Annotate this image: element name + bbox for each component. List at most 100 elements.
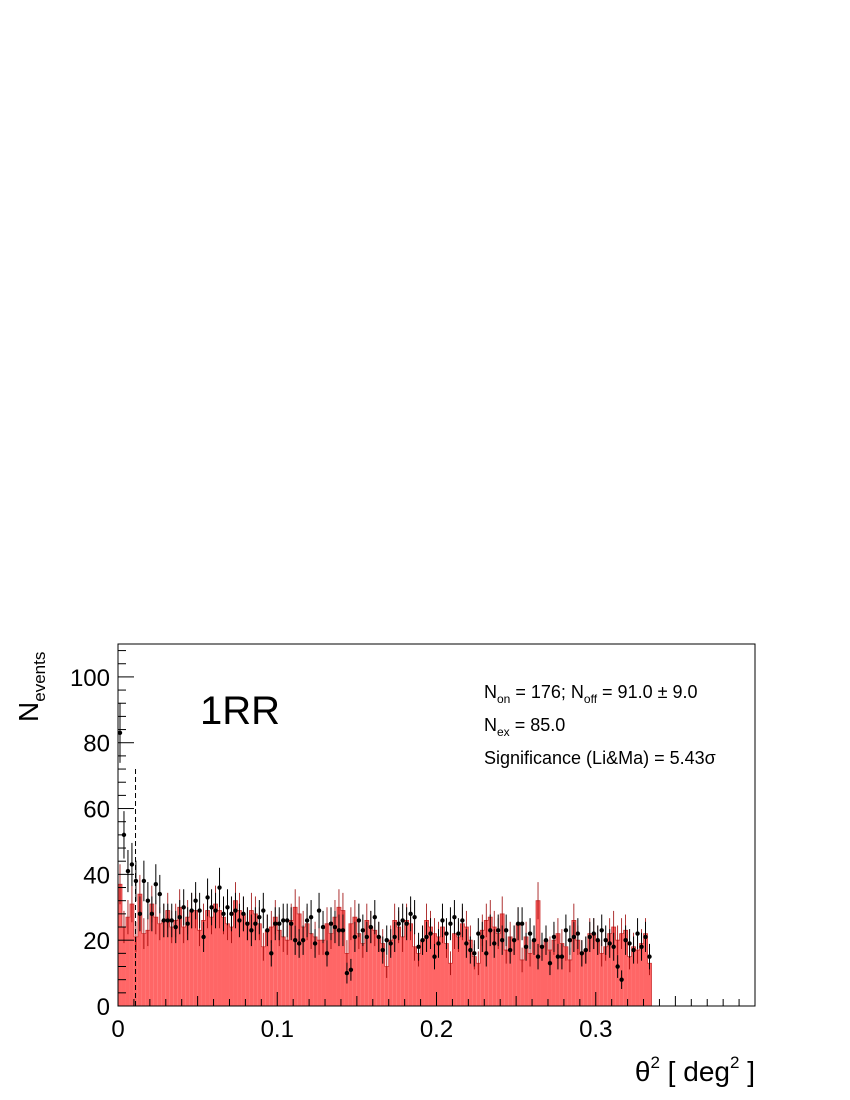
data-point: [496, 928, 501, 933]
histogram-bar: [444, 943, 449, 1006]
histogram-bar: [579, 953, 584, 1006]
data-point: [249, 928, 254, 933]
data-point: [511, 937, 517, 943]
data-point: [380, 947, 385, 953]
histogram-bar: [305, 923, 310, 1006]
stats-non-symbol: N: [484, 682, 497, 702]
histogram-bar: [229, 927, 234, 1006]
stats-noff-subscript: off: [584, 692, 598, 706]
histogram-bar: [524, 936, 529, 1006]
data-point: [316, 908, 322, 913]
histogram-bar: [528, 953, 533, 1006]
histogram-bar: [472, 956, 477, 1006]
histogram-bar: [543, 940, 548, 1006]
histogram-bar: [448, 963, 453, 1006]
histogram-bar: [293, 907, 298, 1006]
data-point: [499, 937, 505, 943]
axis-tick-labels: 0 0.1 0.2 0.3 0 20 40 60 80 100: [70, 665, 612, 1043]
histogram-bar: [631, 946, 636, 1006]
data-point: [129, 862, 135, 867]
histogram-bar: [118, 884, 122, 1006]
histogram-bar: [165, 910, 170, 1006]
histogram-bar: [201, 920, 206, 1006]
histogram-bar: [157, 923, 162, 1006]
histogram-bar: [185, 917, 190, 1006]
data-point: [368, 924, 374, 930]
histogram-bar: [420, 940, 425, 1006]
data-point: [571, 934, 577, 940]
histogram-bar: [508, 936, 513, 1006]
x-tick-label: 0.3: [579, 1016, 612, 1043]
data-point: [412, 914, 417, 920]
histogram-bar: [221, 917, 226, 1006]
data-point: [567, 937, 573, 943]
data-point: [173, 924, 178, 930]
data-point: [579, 951, 585, 956]
data-point: [472, 951, 477, 956]
data-point: [531, 937, 537, 943]
histogram-bar: [468, 940, 473, 1006]
data-point: [428, 931, 433, 936]
data-point: [241, 911, 246, 917]
data-point: [468, 947, 473, 953]
histogram-bar: [392, 920, 397, 1006]
data-point: [157, 891, 163, 897]
histogram-bar: [583, 950, 588, 1006]
histogram-bar: [368, 927, 373, 1006]
data-point: [233, 908, 238, 913]
data-point: [261, 908, 266, 913]
data-point: [623, 937, 628, 943]
data-point: [185, 921, 190, 926]
histogram-bar: [532, 940, 537, 1006]
data-point: [253, 921, 258, 926]
histogram-bar: [540, 946, 544, 1006]
histogram-bar: [336, 907, 341, 1006]
data-point: [603, 937, 608, 943]
histogram-bar: [595, 940, 600, 1006]
data-point: [551, 934, 557, 940]
histogram-bar: [555, 933, 560, 1006]
data-point: [344, 970, 350, 976]
x-axis-sup-1: 2: [650, 1053, 659, 1072]
y-tick-label: 80: [83, 731, 110, 758]
histogram-bar: [396, 927, 401, 1006]
data-point: [563, 928, 569, 933]
histogram-bar: [424, 920, 429, 1006]
histogram-bar: [241, 913, 246, 1006]
panel-label: 1RR: [200, 689, 280, 733]
data-point: [308, 914, 314, 920]
data-point: [197, 908, 202, 913]
data-point: [547, 961, 553, 966]
y-axis-title: Nevents: [13, 652, 49, 722]
histogram-bar: [281, 936, 286, 1006]
data-point: [583, 947, 588, 953]
histogram-bar: [400, 936, 405, 1006]
histogram-bar: [408, 923, 413, 1006]
data-point: [519, 921, 525, 926]
y-tick-label: 40: [83, 862, 110, 889]
histogram-bar: [181, 927, 186, 1006]
data-point: [627, 941, 632, 946]
histogram-bar: [205, 910, 210, 1006]
data-point: [245, 921, 250, 926]
data-point: [265, 928, 270, 933]
data-point: [396, 921, 401, 926]
data-point: [288, 921, 294, 926]
data-point: [619, 977, 624, 982]
data-point: [356, 918, 362, 923]
histogram-bar: [321, 940, 326, 1006]
data-point: [213, 908, 218, 913]
data-point: [631, 947, 636, 953]
histogram-bar: [603, 946, 608, 1006]
histogram-bar: [352, 917, 357, 1006]
histogram-bar: [452, 933, 457, 1006]
data-point: [229, 911, 234, 917]
data-point: [420, 937, 425, 943]
data-point: [300, 937, 306, 943]
data-point: [205, 895, 210, 900]
histogram-bar: [177, 907, 182, 1006]
histogram-bar: [297, 913, 302, 1006]
data-point: [507, 947, 513, 953]
histogram-bar: [512, 940, 517, 1006]
